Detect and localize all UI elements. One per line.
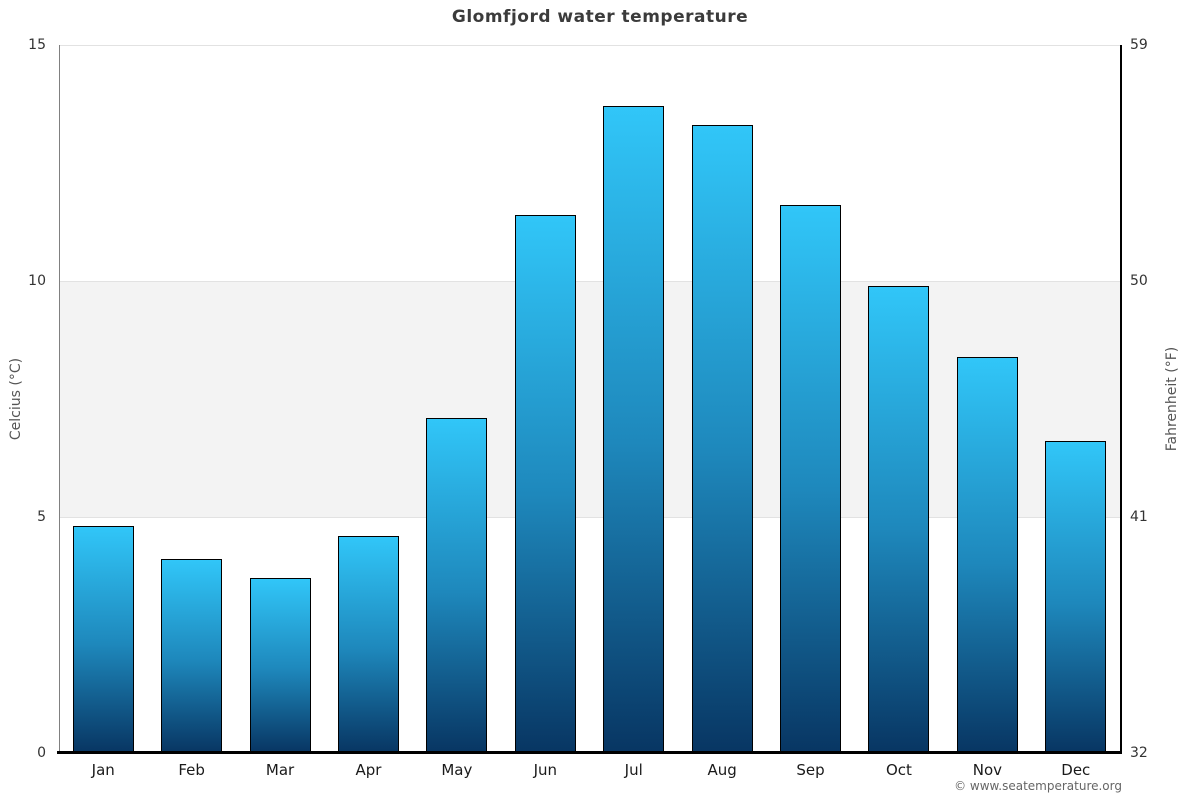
bar-jun <box>514 214 576 753</box>
tick-right-59: 59 <box>1130 37 1148 53</box>
x-axis-baseline <box>57 751 1122 754</box>
bar-jan <box>72 526 134 753</box>
month-label-feb: Feb <box>178 761 205 779</box>
month-label-mar: Mar <box>265 761 295 779</box>
tick-right-32: 32 <box>1130 745 1148 761</box>
gridline-15c <box>59 45 1120 46</box>
bar-jul <box>603 106 665 753</box>
right-axis-line <box>1120 45 1122 753</box>
copyright-text: © www.seatemperature.org <box>954 779 1122 793</box>
bar-dec <box>1045 441 1107 753</box>
tick-left-0: 0 <box>37 745 46 761</box>
month-label-sep: Sep <box>796 761 825 779</box>
month-label-apr: Apr <box>355 761 382 779</box>
y-axis-label-celsius: Celcius (°C) <box>8 357 24 441</box>
tick-right-41: 41 <box>1130 509 1148 525</box>
gridline-5c <box>59 517 1120 518</box>
gridline-10c <box>59 281 1120 282</box>
bar-mar <box>249 578 311 753</box>
bar-sep <box>780 205 842 753</box>
y-axis-label-fahrenheit: Fahrenheit (°F) <box>1164 346 1180 452</box>
month-label-dec: Dec <box>1061 761 1091 779</box>
month-label-oct: Oct <box>885 761 912 779</box>
band-5-10c <box>59 281 1120 517</box>
bar-nov <box>956 356 1018 753</box>
tick-left-10: 10 <box>28 273 46 289</box>
left-axis-line <box>59 45 60 753</box>
month-label-jan: Jan <box>91 761 115 779</box>
tick-left-15: 15 <box>28 37 46 53</box>
month-label-nov: Nov <box>972 761 1002 779</box>
tick-left-5: 5 <box>37 509 46 525</box>
bar-oct <box>868 285 930 753</box>
bar-apr <box>337 535 399 753</box>
tick-right-50: 50 <box>1130 273 1148 289</box>
month-label-jul: Jul <box>624 761 643 779</box>
month-label-may: May <box>441 761 473 779</box>
chart-title: Glomfjord water temperature <box>451 7 749 27</box>
bar-may <box>426 417 488 753</box>
bar-aug <box>691 125 753 753</box>
bar-feb <box>161 559 223 753</box>
month-label-jun: Jun <box>533 761 557 779</box>
month-label-aug: Aug <box>707 761 737 779</box>
